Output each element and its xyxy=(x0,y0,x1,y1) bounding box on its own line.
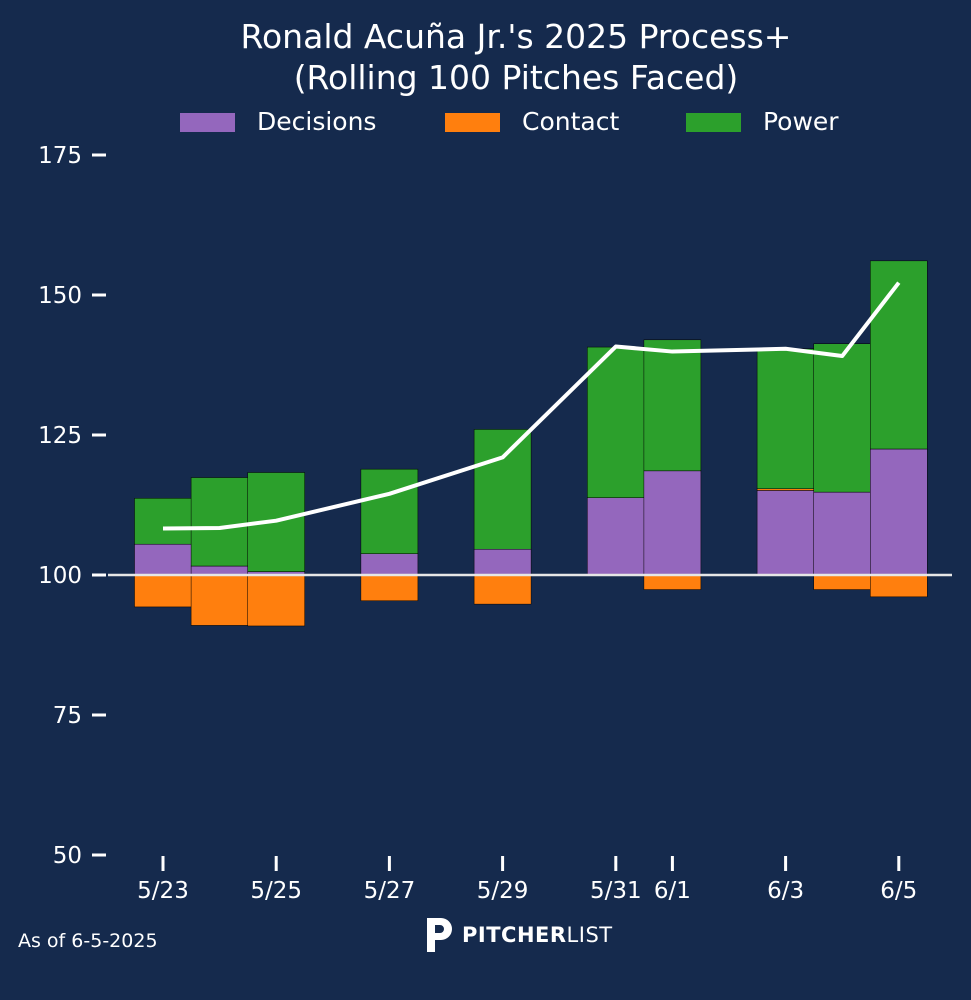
legend: Decisions Contact Power xyxy=(180,107,839,136)
decisions-bar xyxy=(134,543,192,576)
contact-bar xyxy=(643,574,702,590)
contact-bar xyxy=(870,574,928,598)
legend-label-contact: Contact xyxy=(522,107,619,136)
power-bar xyxy=(360,468,419,554)
y-tick-label: 100 xyxy=(38,563,82,589)
y-axis: 50 75 100 125 150 175 xyxy=(38,143,106,869)
contact-bar xyxy=(360,574,419,602)
x-tick-label: 5/23 xyxy=(137,878,189,904)
x-tick-label: 5/27 xyxy=(364,878,416,904)
y-tick-label: 125 xyxy=(38,423,82,449)
power-bar xyxy=(756,348,815,490)
power-bar xyxy=(134,498,192,545)
power-bar xyxy=(870,260,928,450)
contact-bar xyxy=(813,574,871,590)
decisions-bar xyxy=(587,497,645,576)
contact-bar xyxy=(190,574,249,626)
decisions-bar xyxy=(473,548,532,576)
contact-bar xyxy=(756,488,815,491)
power-bar xyxy=(587,346,645,498)
decisions-bar xyxy=(813,491,871,576)
y-tick-label: 175 xyxy=(38,143,82,169)
decisions-bar xyxy=(643,470,702,576)
pitcherlist-p-icon xyxy=(427,918,452,952)
x-tick-label: 6/1 xyxy=(654,878,691,904)
power-bar xyxy=(813,343,871,493)
power-bar xyxy=(643,339,702,472)
brand-text-light: LIST xyxy=(566,923,613,947)
decisions-bar xyxy=(870,448,928,576)
chart-subtitle: (Rolling 100 Pitches Faced) xyxy=(294,58,739,97)
decisions-bar xyxy=(756,490,815,576)
y-tick-label: 150 xyxy=(38,283,82,309)
pitcherlist-logo: PITCHERLIST xyxy=(424,916,613,954)
power-bar xyxy=(473,429,532,550)
legend-swatch-power xyxy=(686,113,741,132)
legend-swatch-decisions xyxy=(180,113,235,132)
brand-text-bold: PITCHER xyxy=(462,923,567,947)
legend-label-decisions: Decisions xyxy=(257,107,376,136)
x-tick-label: 5/31 xyxy=(590,878,642,904)
process-plus-line xyxy=(162,281,901,531)
y-tick-label: 50 xyxy=(53,843,82,869)
decisions-bar xyxy=(360,553,419,576)
x-axis: 5/23 5/25 5/27 5/29 5/31 6/1 6/3 6/5 xyxy=(137,856,917,904)
x-tick-label: 5/25 xyxy=(250,878,302,904)
power-bar xyxy=(190,477,249,567)
contact-bar xyxy=(247,574,305,627)
legend-label-power: Power xyxy=(763,107,839,136)
bars xyxy=(134,260,928,627)
chart-title: Ronald Acuña Jr.'s 2025 Process+ xyxy=(241,17,792,56)
contact-bar xyxy=(134,574,192,608)
as-of-note: As of 6-5-2025 xyxy=(18,930,158,952)
x-tick-label: 6/3 xyxy=(767,878,804,904)
x-tick-label: 6/5 xyxy=(880,878,917,904)
contact-bar xyxy=(473,574,532,605)
x-tick-label: 5/29 xyxy=(477,878,529,904)
y-tick-label: 75 xyxy=(53,703,82,729)
legend-swatch-contact xyxy=(445,113,500,132)
decisions-bar xyxy=(190,565,249,576)
